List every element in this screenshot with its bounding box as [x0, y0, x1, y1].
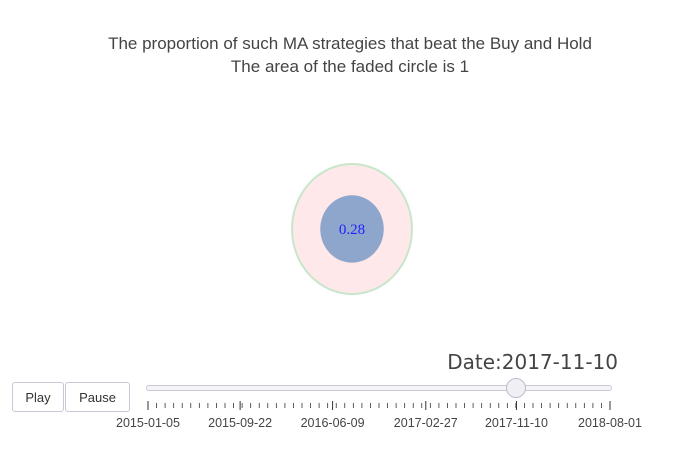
chart-subtitle: The area of the faded circle is 1 [230, 57, 470, 76]
slider-tick-label: 2016-06-09 [300, 416, 365, 430]
date-slider-track[interactable] [146, 385, 612, 391]
play-button[interactable]: Play [12, 382, 64, 412]
slider-tick-label: 2015-01-05 [116, 416, 180, 430]
pause-button[interactable]: Pause [65, 382, 130, 412]
slider-tick-label: 2017-02-27 [393, 416, 458, 430]
date-slider-handle[interactable] [506, 378, 527, 398]
proportion-value-label: 0.28 [339, 222, 365, 238]
slider-tick-label: 2017-11-10 [484, 416, 548, 430]
proportion-circle [320, 195, 384, 263]
chart-title: The proportion of such MA strategies tha… [108, 34, 592, 53]
slider-tick-label: 2018-08-01 [578, 416, 642, 430]
current-date-label: Date:2017-11-10 [447, 350, 618, 374]
slider-tick-label: 2015-09-22 [208, 416, 273, 430]
